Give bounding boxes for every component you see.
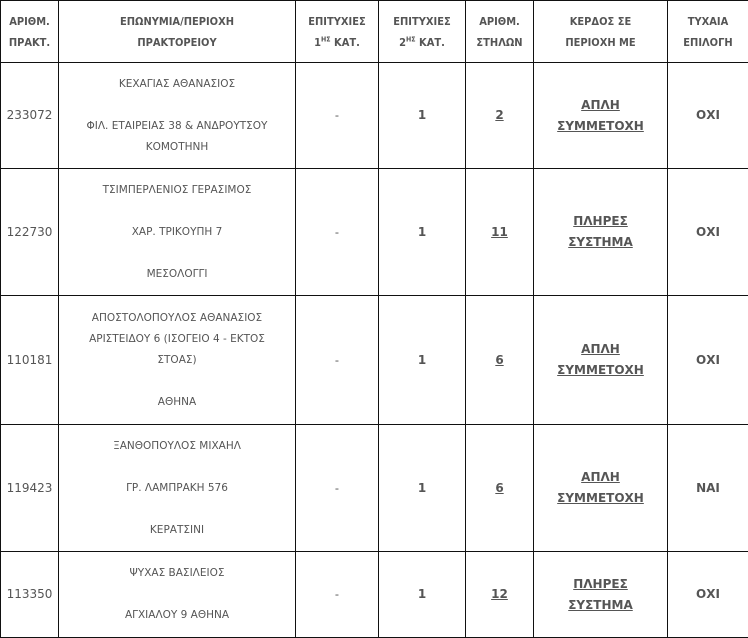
agency-info: ΤΣΙΜΠΕΡΛΕΝΙΟΣ ΓΕΡΑΣΙΜΟΣ ΧΑΡ. ΤΡΙΚΟΥΠΗ 7 ΜΕ… [59,169,296,296]
address-line: ΚΕΧΑΓΙΑΣ ΑΘΑΝΑΣΙΟΣ [63,74,291,95]
address-line [63,584,291,605]
address-line: ΧΑΡ. ΤΡΙΚΟΥΠΗ 7 [63,222,291,243]
address-line: ΑΠΟΣΤΟΛΟΠΟΥΛΟΣ ΑΘΑΝΑΣΙΟΣ [63,308,291,329]
wins-1st: - [296,296,379,425]
columns-link[interactable]: 6 [495,481,503,495]
wins-2nd: 1 [379,425,466,552]
columns-link[interactable]: 2 [495,108,503,122]
address-line [63,243,291,264]
random-pick: ΟΧΙ [668,552,748,638]
columns-cell: 2 [466,63,534,169]
address-line: ΑΘΗΝΑ [63,392,291,413]
random-pick: ΟΧΙ [668,296,748,425]
address-line: ΜΕΣΟΛΟΓΓΙ [63,264,291,285]
address-line: ΚΟΜΟΤΗΝΗ [63,137,291,158]
address-line [63,201,291,222]
agency-code: 119423 [1,425,59,552]
address-line: ΤΣΙΜΠΕΡΛΕΝΙΟΣ ΓΕΡΑΣΙΜΟΣ [63,180,291,201]
address-line: ΞΑΝΘΟΠΟΥΛΟΣ ΜΙΧΑΗΛ [63,436,291,457]
wins-2nd: 1 [379,169,466,296]
address-line: ΦΙΛ. ΕΤΑΙΡΕΙΑΣ 38 & ΑΝΔΡΟΥΤΣΟΥ [63,116,291,137]
table-row: 122730 ΤΣΙΜΠΕΡΛΕΝΙΟΣ ΓΕΡΑΣΙΜΟΣ ΧΑΡ. ΤΡΙΚΟ… [1,169,748,296]
columns-cell: 12 [466,552,534,638]
random-pick: ΝΑΙ [668,425,748,552]
agency-info: ΚΕΧΑΓΙΑΣ ΑΘΑΝΑΣΙΟΣ ΦΙΛ. ΕΤΑΙΡΕΙΑΣ 38 & ΑΝ… [59,63,296,169]
address-line: ΚΕΡΑΤΣΙΝΙ [63,520,291,541]
columns-cell: 6 [466,296,534,425]
columns-cell: 6 [466,425,534,552]
agency-info: ΨΥΧΑΣ ΒΑΣΙΛΕΙΟΣ ΑΓΧΙΑΛΟΥ 9 ΑΘΗΝΑ [59,552,296,638]
wins-1st: - [296,169,379,296]
address-line [63,371,291,392]
wins-1st: - [296,63,379,169]
address-line [63,95,291,116]
wins-2nd: 1 [379,63,466,169]
address-line: ΑΡΙΣΤΕΙΔΟΥ 6 (ΙΣΟΓΕΙΟ 4 - ΕΚΤΟΣ [63,329,291,350]
agency-code: 233072 [1,63,59,169]
wins-2nd: 1 [379,552,466,638]
address-line [63,499,291,520]
table-row: 113350 ΨΥΧΑΣ ΒΑΣΙΛΕΙΟΣ ΑΓΧΙΑΛΟΥ 9 ΑΘΗΝΑ -… [1,552,748,638]
table-row: 119423 ΞΑΝΘΟΠΟΥΛΟΣ ΜΙΧΑΗΛ ΓΡ. ΛΑΜΠΡΑΚΗ 57… [1,425,748,552]
address-line: ΣΤΟΑΣ) [63,350,291,371]
columns-cell: 11 [466,169,534,296]
address-line: ΓΡ. ΛΑΜΠΡΑΚΗ 576 [63,478,291,499]
columns-link[interactable]: 12 [491,587,508,601]
random-pick: ΟΧΙ [668,169,748,296]
random-pick: ΟΧΙ [668,63,748,169]
address-line: ΨΥΧΑΣ ΒΑΣΙΛΕΙΟΣ [63,563,291,584]
agency-info: ΞΑΝΘΟΠΟΥΛΟΣ ΜΙΧΑΗΛ ΓΡ. ΛΑΜΠΡΑΚΗ 576 ΚΕΡΑΤΣ… [59,425,296,552]
agency-code: 110181 [1,296,59,425]
agency-code: 113350 [1,552,59,638]
header-columns: ΑΡΙΘΜ.ΣΤΗΛΩΝ [466,1,534,63]
wins-1st: - [296,425,379,552]
agency-code: 122730 [1,169,59,296]
address-line: ΑΓΧΙΑΛΟΥ 9 ΑΘΗΝΑ [63,605,291,626]
wins-1st: - [296,552,379,638]
address-line [63,457,291,478]
columns-link[interactable]: 6 [495,353,503,367]
table-row: 233072 ΚΕΧΑΓΙΑΣ ΑΘΑΝΑΣΙΟΣ ΦΙΛ. ΕΤΑΙΡΕΙΑΣ … [1,63,748,169]
columns-link[interactable]: 11 [491,225,508,239]
wins-2nd: 1 [379,296,466,425]
header-agency-no: ΑΡΙΘΜ.ΠΡΑΚΤ. [1,1,59,63]
